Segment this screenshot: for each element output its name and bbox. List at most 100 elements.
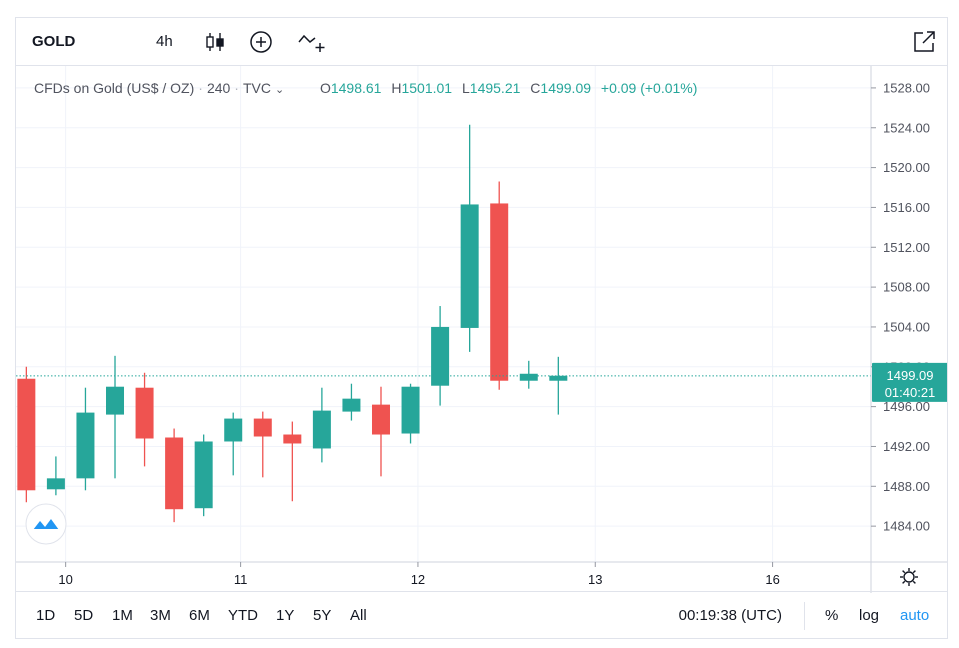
change-value: +0.09 (+0.01%) xyxy=(600,80,698,96)
compare-icon[interactable] xyxy=(297,30,327,54)
candle[interactable] xyxy=(17,366,36,503)
close-value: 1499.09 xyxy=(540,80,592,96)
y-tick-label: 1520.00 xyxy=(883,160,930,175)
range-all[interactable]: All xyxy=(350,607,367,624)
y-tick-label: 1504.00 xyxy=(883,319,930,334)
x-tick-label: 16 xyxy=(765,572,779,587)
log-scale-toggle[interactable]: log xyxy=(859,607,880,624)
y-tick-label: 1512.00 xyxy=(883,240,930,255)
percent-scale-toggle[interactable]: % xyxy=(825,607,839,624)
candle-body xyxy=(312,410,331,449)
candle-body xyxy=(431,326,450,386)
candle-body xyxy=(283,434,302,444)
price-axis: 1484.001488.001492.001496.001500.001504.… xyxy=(871,80,930,534)
candle-body xyxy=(549,375,568,381)
open-label: O xyxy=(319,80,331,96)
last-price-tag: 1499.09 01:40:21 xyxy=(872,362,947,402)
close-label: C xyxy=(530,80,541,96)
legend-dropdown-chevron-icon[interactable]: ⌄ xyxy=(274,84,285,96)
candle[interactable] xyxy=(371,386,390,477)
candle-body xyxy=(342,398,361,412)
y-tick-label: 1528.00 xyxy=(883,80,930,95)
low-label: L xyxy=(461,80,470,96)
candle[interactable] xyxy=(106,355,125,479)
candle[interactable] xyxy=(519,360,538,389)
candle[interactable] xyxy=(431,306,450,406)
range-5y[interactable]: 5Y xyxy=(313,607,332,624)
candle[interactable] xyxy=(549,356,568,415)
candle[interactable] xyxy=(342,383,361,421)
add-indicator-icon[interactable] xyxy=(248,30,274,54)
candle[interactable] xyxy=(76,387,95,491)
range-1m[interactable]: 1M xyxy=(112,607,133,624)
candle[interactable] xyxy=(490,181,509,390)
candles-icon[interactable] xyxy=(202,30,228,54)
candle-body xyxy=(460,204,479,328)
tradingview-logo-icon[interactable] xyxy=(25,503,67,545)
candle-body xyxy=(253,418,272,437)
candlestick-chart[interactable]: 1484.001488.001492.001496.001500.001504.… xyxy=(16,66,947,593)
candle-body xyxy=(490,203,509,381)
candles xyxy=(17,124,568,523)
candle-countdown: 01:40:21 xyxy=(885,385,936,400)
candle-body xyxy=(76,412,95,479)
range-ytd[interactable]: YTD xyxy=(228,607,258,624)
grid xyxy=(16,66,871,562)
time-axis: 10 11 12 13 16 xyxy=(58,562,780,587)
x-tick-label: 10 xyxy=(58,572,72,587)
candle-body xyxy=(106,386,125,415)
candle-body xyxy=(371,404,390,435)
top-toolbar: GOLD 4h xyxy=(16,18,947,66)
bottom-toolbar: 1D 5D 1M 3M 6M YTD 1Y 5Y All 00:19:38 (U… xyxy=(16,591,947,638)
x-tick-label: 11 xyxy=(234,572,248,587)
settings-gear-icon[interactable] xyxy=(900,568,918,586)
candle[interactable] xyxy=(460,124,479,352)
candle[interactable] xyxy=(253,411,272,478)
y-tick-label: 1492.00 xyxy=(883,439,930,454)
candle-body xyxy=(194,441,213,509)
symbol-name[interactable]: GOLD xyxy=(32,33,76,50)
y-tick-label: 1488.00 xyxy=(883,479,930,494)
utc-clock[interactable]: 00:19:38 (UTC) xyxy=(678,607,782,624)
candle-body xyxy=(135,387,154,439)
y-tick-label: 1516.00 xyxy=(883,200,930,215)
candle-body xyxy=(46,478,65,490)
high-value: 1501.01 xyxy=(401,80,453,96)
fullscreen-icon[interactable] xyxy=(912,30,938,54)
candle[interactable] xyxy=(135,372,154,467)
y-tick-label: 1484.00 xyxy=(883,519,930,534)
candle-body xyxy=(165,437,184,510)
range-6m[interactable]: 6M xyxy=(189,607,210,624)
series-legend: CFDs on Gold (US$ / OZ) · 240 · TVC ⌄ O1498.6… xyxy=(34,80,698,96)
x-tick-label: 12 xyxy=(411,572,425,587)
chart-widget: GOLD 4h 1484.00 1488.00 149 xyxy=(15,17,948,639)
low-value: 1495.21 xyxy=(469,80,521,96)
interval-selector[interactable]: 4h xyxy=(156,33,173,50)
candle[interactable] xyxy=(283,421,302,502)
candle[interactable] xyxy=(194,434,213,517)
candle[interactable] xyxy=(46,456,65,496)
range-5d[interactable]: 5D xyxy=(74,607,94,624)
candle-body xyxy=(401,386,420,434)
candle-body xyxy=(224,418,243,442)
auto-scale-toggle[interactable]: auto xyxy=(900,607,930,624)
range-1y[interactable]: 1Y xyxy=(276,607,295,624)
open-value: 1498.61 xyxy=(330,80,382,96)
y-tick-label: 1508.00 xyxy=(883,280,930,295)
candle[interactable] xyxy=(401,383,420,444)
series-interval: 240 xyxy=(206,80,231,96)
range-1d[interactable]: 1D xyxy=(36,607,56,624)
y-tick-label: 1524.00 xyxy=(883,120,930,135)
candle-body xyxy=(519,373,538,381)
last-price-label: 1499.09 xyxy=(887,368,934,383)
series-name[interactable]: CFDs on Gold (US$ / OZ) xyxy=(34,80,195,96)
x-tick-label: 13 xyxy=(588,572,602,587)
high-label: H xyxy=(391,80,402,96)
candle[interactable] xyxy=(165,428,184,523)
range-3m[interactable]: 3M xyxy=(150,607,171,624)
series-source: TVC xyxy=(242,80,271,96)
candle-body xyxy=(17,378,36,491)
candle[interactable] xyxy=(224,412,243,476)
y-tick-label: 1496.00 xyxy=(883,399,930,414)
candle[interactable] xyxy=(312,387,331,463)
